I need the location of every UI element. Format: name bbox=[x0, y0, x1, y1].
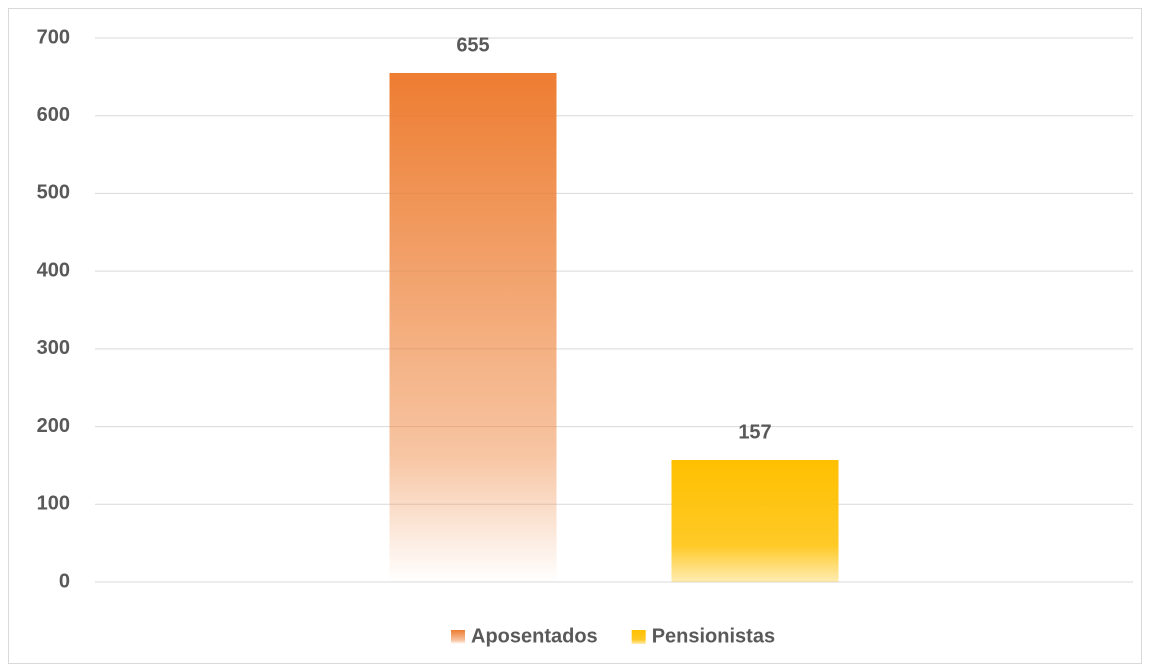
y-tick-label: 400 bbox=[37, 259, 70, 281]
legend-swatch bbox=[631, 630, 646, 644]
bar bbox=[389, 72, 557, 582]
y-tick-label: 100 bbox=[37, 493, 70, 515]
legend-swatch bbox=[451, 630, 465, 644]
y-tick-label: 0 bbox=[59, 570, 70, 592]
y-tick-label: 600 bbox=[37, 104, 70, 126]
y-tick-label: 500 bbox=[37, 182, 70, 204]
y-tick-label: 700 bbox=[37, 26, 70, 48]
bar bbox=[671, 459, 839, 582]
chart-border bbox=[8, 8, 1142, 664]
data-label: 157 bbox=[738, 421, 771, 443]
data-label: 655 bbox=[456, 34, 489, 56]
legend-label: Pensionistas bbox=[652, 625, 775, 647]
y-tick-label: 300 bbox=[37, 337, 70, 359]
legend-label: Aposentados bbox=[471, 625, 598, 647]
y-tick-label: 200 bbox=[37, 415, 70, 437]
